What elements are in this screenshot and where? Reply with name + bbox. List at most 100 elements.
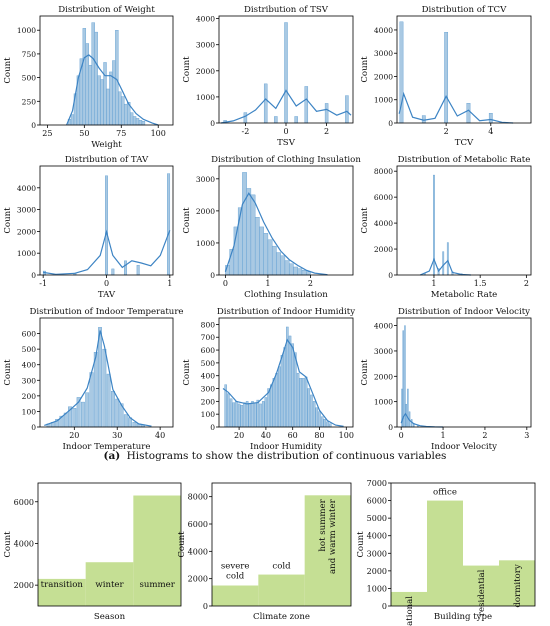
y-tick-label: 1000 xyxy=(17,26,36,35)
y-tick-label: 4000 xyxy=(14,539,34,548)
y-tick-label: 0 xyxy=(388,271,393,280)
x-tick-label: 4 xyxy=(488,127,493,136)
hist-bin xyxy=(296,372,300,428)
x-tick-label: 100 xyxy=(151,129,166,138)
hist-bin xyxy=(118,91,122,126)
kde-curve xyxy=(222,338,344,427)
x-tick-label: 40 xyxy=(261,431,271,440)
x-axis-label: TCV xyxy=(455,138,474,148)
hist-bin xyxy=(304,86,309,124)
y-axis-label: Count xyxy=(356,531,366,558)
y-tick-label: 2000 xyxy=(17,227,36,236)
x-axis-label: TSV xyxy=(277,138,296,148)
plot-frame xyxy=(211,482,352,607)
hist-bin xyxy=(263,83,268,124)
hist-bin xyxy=(106,373,111,428)
hist-bin xyxy=(111,390,115,428)
bar-category-label: hot summerand warm winter xyxy=(318,498,338,574)
bar-category-label: transition xyxy=(41,580,84,590)
y-axis-label: Count xyxy=(3,531,13,558)
y-tick-label: 0 xyxy=(388,119,393,128)
hist-bin xyxy=(250,194,256,276)
bar-panel-2: severe cold cold hot summerand warm winter 0… xyxy=(177,482,352,622)
y-tick-label: 1000 xyxy=(196,93,215,102)
y-tick-label: 2000 xyxy=(374,372,393,381)
hist-bin xyxy=(444,32,449,124)
bar xyxy=(258,574,305,606)
x-tick-label: 20 xyxy=(69,431,79,440)
x-tick-label: 25 xyxy=(42,129,52,138)
hist-bin xyxy=(105,175,108,276)
y-tick-label: 4000 xyxy=(374,219,393,228)
hist-bin xyxy=(124,260,127,276)
y-tick-label: 500 xyxy=(22,74,37,83)
panel-title: Distribution of Indoor Humidity xyxy=(217,307,355,317)
y-tick-label: 2000 xyxy=(196,67,215,76)
hist-bin xyxy=(288,263,294,276)
x-tick-label: -2 xyxy=(241,127,249,136)
hist-panel-2: Distribution of TSV -2 0 2 0 1000 2000 3000 4000… xyxy=(182,5,354,148)
y-tick-label: 0 xyxy=(210,119,215,128)
hist-bin xyxy=(288,335,292,428)
y-tick-label: 2000 xyxy=(367,567,387,576)
hist-bin xyxy=(132,422,137,428)
hist-bin xyxy=(307,388,311,428)
plot-frame xyxy=(37,482,182,607)
x-tick-label: 2 xyxy=(324,127,329,136)
hist-bin xyxy=(240,405,244,428)
hist-bin xyxy=(91,22,95,126)
hist-bin xyxy=(294,116,298,124)
y-axis-label: Count xyxy=(360,207,370,234)
hist-bin xyxy=(106,88,110,126)
hist-bin xyxy=(315,407,319,428)
bar-category-label: severe cold xyxy=(221,562,250,582)
y-tick-label: 3000 xyxy=(367,549,387,558)
hist-bin xyxy=(299,378,303,428)
hist-bin xyxy=(323,419,327,428)
y-tick-label: 100 xyxy=(201,410,216,419)
hist-bin xyxy=(404,325,406,428)
bar xyxy=(499,560,535,606)
hist-bin xyxy=(407,388,409,428)
hist-bin xyxy=(242,172,247,276)
hist-bin xyxy=(97,75,101,126)
hist-bin xyxy=(136,264,140,276)
y-tick-label: 7000 xyxy=(367,479,387,488)
hist-bin xyxy=(138,120,143,126)
hist-bin xyxy=(264,397,268,428)
hist-bin xyxy=(324,103,329,124)
hist-bin xyxy=(112,60,116,126)
hist-bin xyxy=(235,401,238,428)
bar-category-label: summer xyxy=(139,580,175,590)
caption-label: (a) xyxy=(104,450,121,462)
x-tick-label: 0 xyxy=(283,127,288,136)
hist-bin xyxy=(488,113,493,124)
hist-bin xyxy=(121,96,125,126)
bar xyxy=(133,495,181,606)
x-tick-label: 1 xyxy=(167,279,172,288)
bar-panel-3: educational office residential dormitory 0 10… xyxy=(356,479,536,626)
panel-title: Distribution of TAV xyxy=(65,155,149,165)
plot-frame xyxy=(39,317,174,428)
bar-category-label: office xyxy=(433,488,457,498)
plot-frame xyxy=(390,482,536,607)
hist-panel-4: Distribution of TAV-1 0 101000200030004000… xyxy=(3,155,174,300)
hist-bin xyxy=(283,347,286,428)
y-tick-label: 250 xyxy=(22,97,37,106)
hist-bin xyxy=(259,403,262,428)
y-tick-label: 3000 xyxy=(196,175,215,184)
y-tick-label: 0 xyxy=(382,602,387,611)
hist-bin xyxy=(124,103,128,126)
hist-bin xyxy=(167,173,171,276)
x-axis-label: Weight xyxy=(91,140,122,150)
hist-bin xyxy=(132,116,137,126)
y-tick-label: 6000 xyxy=(188,520,208,529)
y-tick-label: 600 xyxy=(201,346,216,355)
hist-bin xyxy=(229,398,233,428)
y-axis-label: Count xyxy=(182,359,192,386)
hist-bin xyxy=(243,112,248,124)
y-tick-label: 300 xyxy=(201,385,216,394)
y-axis-label: Count xyxy=(182,56,192,83)
bar xyxy=(304,495,351,606)
